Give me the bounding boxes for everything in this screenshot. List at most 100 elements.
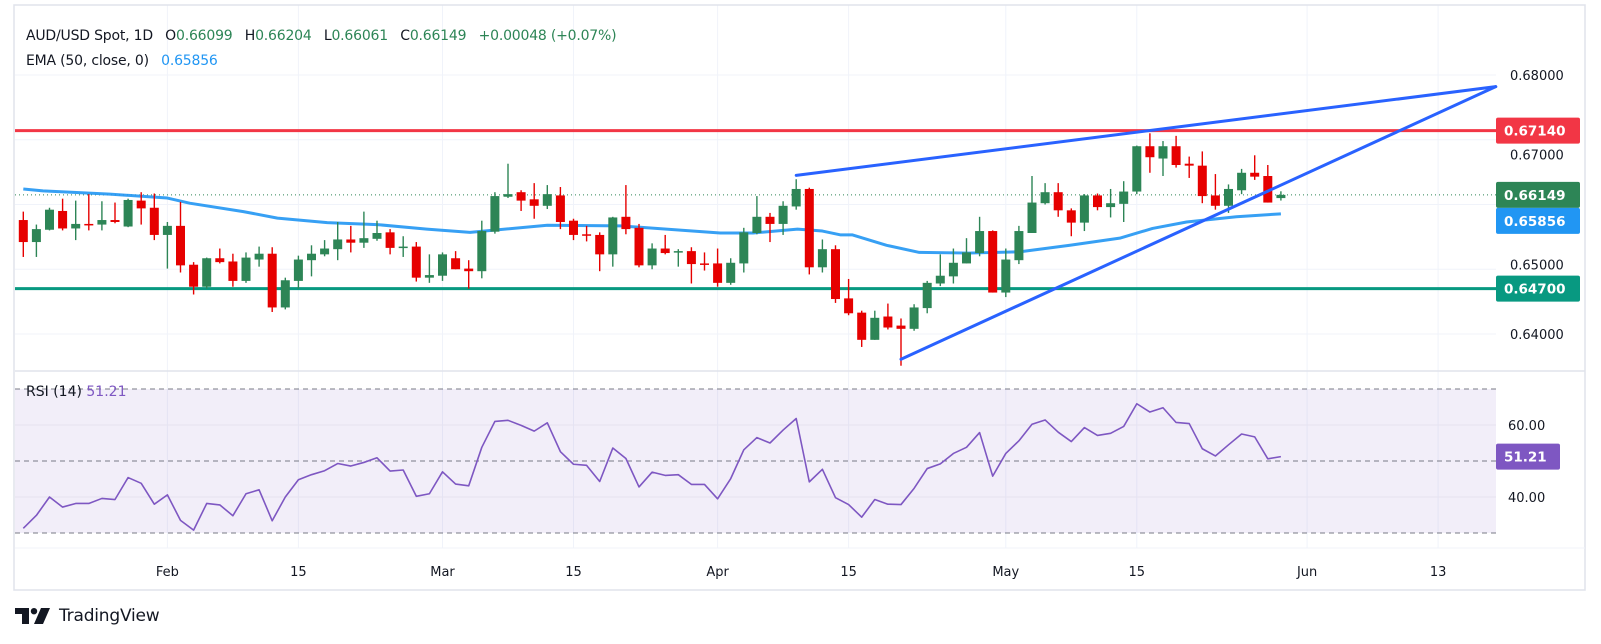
candle — [844, 278, 854, 316]
candle — [424, 254, 434, 283]
candle — [228, 253, 238, 287]
change-value: +0.00048 (+0.07%) — [478, 28, 617, 44]
candle-body — [988, 231, 998, 293]
price-tick-label: 0.64000 — [1510, 328, 1564, 343]
candle — [909, 304, 919, 331]
rsi-last-label: 51.21 — [1496, 443, 1560, 470]
candle-body — [136, 200, 146, 209]
candle-body — [1093, 195, 1102, 208]
candle-body — [817, 249, 827, 268]
candle-body — [765, 216, 775, 224]
symbol-legend[interactable]: AUD/USD Spot, 1D O0.66099 H0.66204 L0.66… — [26, 28, 617, 44]
candle-body — [582, 234, 592, 236]
support-price-label-box — [1496, 275, 1580, 302]
horizontal-lines[interactable] — [15, 129, 1496, 291]
date-tick-label: 15 — [565, 565, 582, 580]
candle — [451, 251, 461, 270]
symbol-title: AUD/USD Spot, 1D — [26, 28, 153, 44]
candle-body — [1171, 146, 1181, 166]
tradingview-brand[interactable]: TradingView — [15, 606, 160, 626]
candle-body — [595, 234, 605, 255]
candle-body — [778, 205, 788, 224]
candle — [765, 212, 775, 243]
candle-body — [490, 196, 500, 232]
ema-price-label-box — [1496, 207, 1580, 234]
candle — [1079, 194, 1089, 232]
candle — [1119, 181, 1129, 222]
candle — [935, 254, 945, 287]
candle-body — [634, 227, 644, 266]
candle — [477, 220, 487, 279]
candle — [1184, 156, 1194, 178]
candle — [673, 249, 683, 267]
candle — [1158, 141, 1168, 177]
candle-body — [320, 248, 330, 255]
candle-body — [293, 259, 303, 281]
date-tick-label: Mar — [430, 565, 455, 580]
rsi-last-label-text: 51.21 — [1504, 450, 1547, 466]
candle-body — [464, 268, 474, 272]
candle — [149, 193, 159, 241]
candle — [739, 227, 749, 273]
candle — [608, 216, 618, 267]
candle-body — [202, 258, 212, 287]
candle-body — [424, 275, 434, 278]
candle — [346, 225, 356, 253]
candle-body — [555, 195, 565, 222]
price-tick-label: 0.65000 — [1510, 259, 1564, 274]
candle — [817, 239, 827, 273]
date-tick-label: May — [992, 565, 1019, 580]
candle — [831, 245, 840, 303]
candle-body — [909, 307, 919, 329]
candle-body — [922, 282, 932, 309]
date-tick-label: 15 — [840, 565, 857, 580]
rsi-legend[interactable]: RSI (14) 51.21 — [26, 384, 126, 400]
candle — [490, 192, 500, 234]
candle-body — [215, 258, 225, 263]
candle — [293, 255, 303, 289]
low-value: 0.66061 — [331, 28, 388, 44]
candle — [647, 243, 657, 270]
trendlines[interactable] — [794, 85, 1498, 361]
candle-body — [1079, 195, 1089, 223]
candle-body — [739, 232, 749, 264]
candle-body — [975, 231, 985, 254]
candle — [726, 258, 736, 285]
ema-value: 0.65856 — [161, 53, 218, 69]
candle — [307, 245, 316, 277]
candle-body — [385, 232, 395, 248]
candle-body — [280, 280, 290, 308]
chart-frame — [13, 4, 1586, 591]
candle-body — [621, 216, 631, 230]
rsi-last-label-box — [1496, 443, 1560, 470]
candle — [1001, 248, 1011, 298]
candle-body — [673, 251, 683, 253]
date-tick-label: 13 — [1430, 565, 1447, 580]
date-tick-label: Apr — [706, 565, 729, 580]
candle-body — [1132, 146, 1142, 192]
candle-body — [451, 258, 461, 270]
date-tick-label: Jun — [1296, 565, 1317, 580]
candle — [267, 247, 277, 312]
candles — [18, 133, 1286, 366]
candle — [1106, 188, 1116, 218]
resistance-price-label: 0.67140 — [1496, 117, 1580, 144]
tradingview-logo-icon — [15, 608, 50, 624]
candle-body — [372, 232, 382, 239]
price-axis[interactable]: 0.68000 0.67000 0.65000 0.64000 60.00 40.00 — [1508, 69, 1564, 506]
ema-label: EMA (50, close, 0) — [26, 53, 149, 69]
lower-wedge-trendline[interactable] — [899, 85, 1498, 361]
candle-body — [844, 298, 854, 314]
upper-wedge-trendline[interactable] — [794, 85, 1498, 177]
date-axis[interactable]: Feb 15 Mar 15 Apr 15 May 15 Jun 13 — [156, 565, 1446, 580]
candle-body — [110, 220, 120, 222]
candle — [1250, 155, 1260, 180]
candle — [372, 220, 382, 241]
ema-legend[interactable]: EMA (50, close, 0) 0.65856 — [26, 53, 218, 69]
candle — [438, 252, 447, 281]
candle — [110, 202, 120, 224]
candle — [162, 221, 172, 269]
candle-body — [791, 188, 801, 207]
candle — [621, 185, 631, 235]
